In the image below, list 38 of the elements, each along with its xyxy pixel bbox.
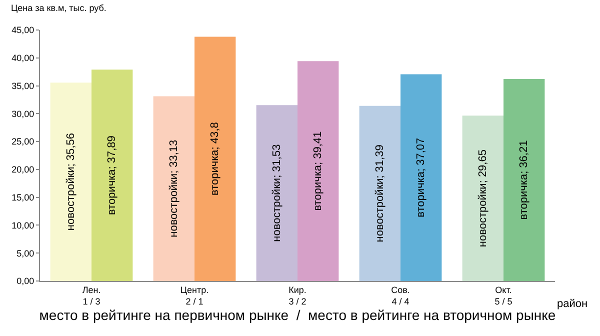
y-axis-title: Цена за кв.м, тыс. руб. (11, 3, 106, 13)
y-tick-label: 15,00 (12, 192, 34, 202)
y-tick-label: 10,00 (12, 220, 34, 230)
y-tick-label: 20,00 (12, 164, 34, 175)
x-tick-label: Сов. 4 / 4 (391, 284, 410, 306)
data-label: новостройки; 29,65 (476, 150, 489, 248)
x-tick-label: Кир. 3 / 2 (288, 284, 306, 306)
bar (92, 70, 133, 281)
bar (153, 96, 194, 281)
bar (298, 61, 339, 281)
data-label: вторичка; 39,41 (312, 131, 324, 211)
data-label: вторичка; 36,21 (518, 140, 530, 220)
data-label: новостройки; 33,13 (168, 140, 180, 238)
bar (194, 36, 236, 281)
bar (400, 74, 442, 281)
x-tick-label: Центр. 2 / 1 (180, 284, 209, 306)
y-tick-label: 25,00 (12, 136, 34, 147)
data-label: вторичка; 43,8 (209, 122, 222, 196)
bar (256, 105, 298, 281)
text: район (557, 298, 588, 310)
data-label: новостройки; 31,39 (374, 144, 386, 242)
x-tick-label: Окт. 5 / 5 (494, 284, 512, 306)
data-label: новостройки; 35,56 (64, 133, 77, 231)
x-tick-label: Лен. 1 / 3 (82, 284, 101, 306)
y-tick-label: 30,00 (12, 108, 34, 119)
y-tick-label: 0,00 (16, 276, 34, 286)
bar (462, 116, 504, 281)
bar (50, 82, 92, 281)
y-tick-label: 5,00 (16, 248, 34, 258)
data-label: вторичка; 37,89 (106, 136, 118, 216)
y-tick-label: 35,00 (12, 80, 34, 91)
bar (359, 106, 400, 281)
y-tick-label: 40,00 (12, 53, 34, 64)
bar (504, 79, 545, 281)
data-label: новостройки; 31,53 (270, 144, 283, 242)
data-label: вторичка; 37,07 (415, 138, 428, 218)
x-axis-title: место в рейтинге на первичном рынке / место в рейтинге на вторичном рынке (39, 306, 556, 323)
y-tick-label: 45,00 (12, 25, 34, 36)
